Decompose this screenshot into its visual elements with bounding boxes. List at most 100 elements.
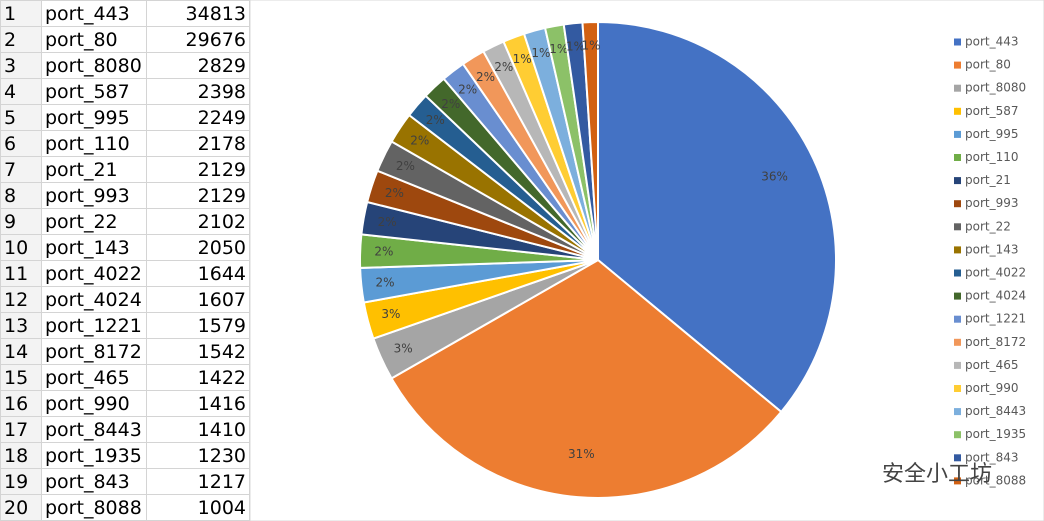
legend-swatch — [954, 292, 961, 300]
table-row: 15 port_465 1422 — [0, 364, 250, 391]
table-row: 4 port_587 2398 — [0, 78, 250, 105]
legend-label: port_110 — [965, 150, 1019, 164]
cell[interactable]: 1542 — [146, 338, 250, 365]
cell[interactable]: port_990 — [41, 390, 147, 417]
cell[interactable]: 1230 — [146, 442, 250, 469]
table-row: 7 port_21 2129 — [0, 156, 250, 183]
legend-swatch — [954, 177, 961, 185]
cell[interactable]: 13 — [0, 312, 42, 339]
cell[interactable]: 2129 — [146, 182, 250, 209]
sheet-table: 1 port_443 34813 2 port_80 29676 3 port_8080 282… — [0, 0, 250, 521]
cell[interactable]: 2829 — [146, 52, 250, 79]
cell[interactable]: port_80 — [41, 26, 147, 53]
cell[interactable]: 2102 — [146, 208, 250, 235]
legend-label: port_843 — [965, 450, 1019, 464]
cell[interactable]: 15 — [0, 364, 42, 391]
cell[interactable]: 1607 — [146, 286, 250, 313]
data-label: 1% — [549, 42, 568, 56]
data-label: 2% — [426, 113, 445, 127]
cell[interactable]: 12 — [0, 286, 42, 313]
cell[interactable]: port_110 — [41, 130, 147, 157]
data-label: 2% — [374, 244, 393, 258]
cell[interactable]: 1644 — [146, 260, 250, 287]
cell[interactable]: 6 — [0, 130, 42, 157]
cell[interactable]: port_843 — [41, 468, 147, 495]
cell[interactable]: port_21 — [41, 156, 147, 183]
cell[interactable]: port_8443 — [41, 416, 147, 443]
cell[interactable]: 2249 — [146, 104, 250, 131]
legend-label: port_587 — [965, 104, 1019, 118]
cell[interactable]: 1422 — [146, 364, 250, 391]
cell[interactable]: 2 — [0, 26, 42, 53]
legend-swatch — [954, 84, 961, 92]
data-label: 36% — [761, 169, 788, 183]
table-row: 17 port_8443 1410 — [0, 416, 250, 443]
legend-swatch — [954, 408, 961, 416]
legend-swatch — [954, 154, 961, 161]
data-label: 1% — [513, 52, 532, 66]
table-row: 8 port_993 2129 — [0, 182, 250, 209]
cell[interactable]: port_1221 — [41, 312, 147, 339]
cell[interactable]: 10 — [0, 234, 42, 261]
cell[interactable]: 1416 — [146, 390, 250, 417]
pie-slice — [597, 20, 837, 414]
cell[interactable]: 20 — [0, 494, 42, 521]
cell[interactable]: 11 — [0, 260, 42, 287]
cell[interactable]: 18 — [0, 442, 42, 469]
cell[interactable]: 17 — [0, 416, 42, 443]
cell[interactable]: 29676 — [146, 26, 250, 53]
cell[interactable]: 7 — [0, 156, 42, 183]
cell[interactable]: 9 — [0, 208, 42, 235]
cell[interactable]: 34813 — [146, 0, 250, 27]
cell[interactable]: 2050 — [146, 234, 250, 261]
legend-swatch — [954, 38, 961, 46]
legend-swatch — [954, 361, 961, 369]
legend-label: port_21 — [965, 173, 1011, 187]
cell[interactable]: 1004 — [146, 494, 250, 521]
cell[interactable]: port_465 — [41, 364, 147, 391]
table-row: 18 port_1935 1230 — [0, 442, 250, 469]
cell[interactable]: port_143 — [41, 234, 147, 261]
legend-swatch — [954, 246, 961, 254]
table-row: 16 port_990 1416 — [0, 390, 250, 417]
cell[interactable]: 1579 — [146, 312, 250, 339]
cell[interactable]: port_993 — [41, 182, 147, 209]
cell[interactable]: port_8088 — [41, 494, 147, 521]
cell[interactable]: port_8172 — [41, 338, 147, 365]
cell[interactable]: port_1935 — [41, 442, 147, 469]
cell[interactable]: 14 — [0, 338, 42, 365]
data-label: 31% — [568, 447, 595, 461]
cell[interactable]: port_4022 — [41, 260, 147, 287]
cell[interactable]: 5 — [0, 104, 42, 131]
cell[interactable]: port_8080 — [41, 52, 147, 79]
cell[interactable]: 2178 — [146, 130, 250, 157]
cell[interactable]: port_443 — [41, 0, 147, 27]
data-label: 1% — [531, 46, 550, 60]
cell[interactable]: 19 — [0, 468, 42, 495]
cell[interactable]: port_995 — [41, 104, 147, 131]
legend-label: port_4024 — [965, 289, 1026, 303]
cell[interactable]: 2129 — [146, 156, 250, 183]
legend-label: port_443 — [965, 35, 1019, 49]
data-label: 2% — [385, 186, 404, 200]
table-row: 19 port_843 1217 — [0, 468, 250, 495]
data-label: 2% — [378, 215, 397, 229]
cell[interactable]: 2398 — [146, 78, 250, 105]
cell[interactable]: port_22 — [41, 208, 147, 235]
legend-swatch — [954, 454, 961, 462]
legend-swatch — [954, 223, 961, 231]
cell[interactable]: 1 — [0, 0, 42, 27]
cell[interactable]: 16 — [0, 390, 42, 417]
data-label: 3% — [381, 307, 400, 321]
table-row: 9 port_22 2102 — [0, 208, 250, 235]
cell[interactable]: 3 — [0, 52, 42, 79]
cell[interactable]: 1410 — [146, 416, 250, 443]
cell[interactable]: port_587 — [41, 78, 147, 105]
cell[interactable]: 1217 — [146, 468, 250, 495]
cell[interactable]: 4 — [0, 78, 42, 105]
cell[interactable]: 8 — [0, 182, 42, 209]
legend-swatch — [954, 200, 961, 208]
table-row: 2 port_80 29676 — [0, 26, 250, 53]
cell[interactable]: port_4024 — [41, 286, 147, 313]
legend-swatch — [954, 431, 961, 439]
